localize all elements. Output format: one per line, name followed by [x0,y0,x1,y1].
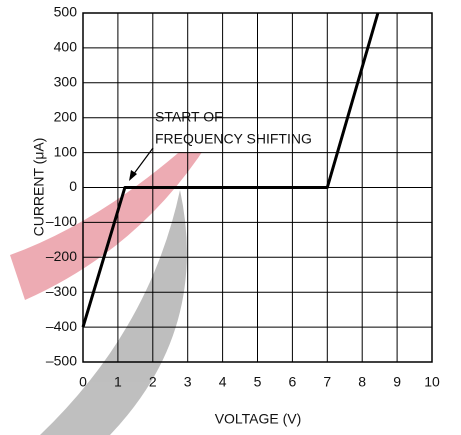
x-tick-label: 6 [289,374,297,390]
x-axis-label: VOLTAGE (V) [215,411,302,427]
y-tick-label: –300 [46,283,77,299]
x-tick-label: 10 [424,374,440,390]
x-tick-label: 4 [219,374,227,390]
y-axis-label: CURRENT (μA) [31,138,47,237]
y-tick-label: 500 [54,4,78,20]
annotation-arrow [132,147,154,176]
plot-frame [82,12,433,363]
y-tick-label: 300 [54,74,78,90]
y-tick-label: –400 [46,318,77,334]
y-tick-label: –500 [46,353,77,369]
annotation-arrowhead [129,170,137,181]
x-tick-label: 7 [323,374,331,390]
x-tick-label: 3 [184,374,192,390]
x-tick-label: 2 [149,374,157,390]
y-tick-label: 0 [69,178,77,194]
x-tick-label: 9 [393,374,401,390]
y-tick-label: –100 [46,213,77,229]
x-tick-label: 8 [358,374,366,390]
watermark-gray [40,190,187,435]
data-line [81,12,380,328]
annotation: START OF [155,109,223,125]
y-tick-label: 200 [54,108,78,124]
annotation: FREQUENCY SHIFTING [155,131,312,147]
y-tick-label: 100 [54,143,78,159]
x-tick-label: 0 [79,374,87,390]
y-tick-label: –200 [46,248,77,264]
annotation-box [152,104,324,152]
y-tick-label: 400 [54,39,78,55]
x-tick-label: 5 [254,374,262,390]
x-tick-label: 1 [114,374,122,390]
